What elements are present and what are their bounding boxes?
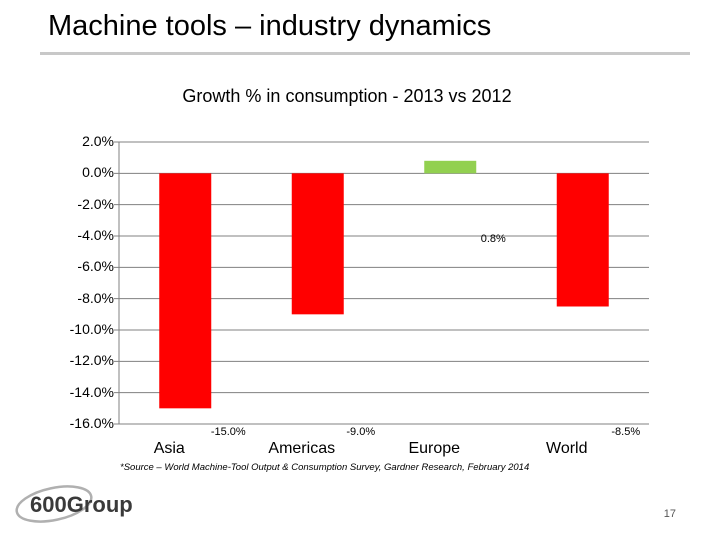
data-label: -9.0% [346, 426, 376, 438]
x-category-label: World [546, 440, 588, 457]
page-number: 17 [663, 508, 676, 520]
x-category-label: Europe [408, 440, 461, 457]
y-tick-label: -12.0% [69, 352, 114, 369]
chart-title: Growth % in consumption - 2013 vs 2012 [182, 86, 512, 106]
slide-title: Machine tools – industry dynamics [48, 10, 492, 42]
y-tick-label: 2.0% [82, 133, 114, 149]
y-tick-label: -4.0% [77, 227, 114, 243]
source-note: *Source – World Machine-Tool Output & Co… [120, 462, 530, 473]
bar-world [556, 173, 609, 307]
y-tick-label: -8.0% [77, 289, 114, 306]
y-tick-label: -10.0% [69, 321, 114, 337]
y-tick-label: -2.0% [77, 195, 114, 212]
bar-europe [424, 160, 477, 174]
x-category-label: Americas [268, 440, 336, 457]
y-tick-label: -14.0% [69, 383, 114, 400]
y-tick-label: 0.0% [82, 164, 114, 181]
y-tick-label: -16.0% [69, 415, 114, 431]
600group-logo: 600Group [15, 485, 132, 523]
bar-asia [159, 173, 212, 409]
bar-americas [291, 173, 344, 315]
data-label: -8.5% [611, 426, 641, 438]
logo-text: 600Group [30, 492, 132, 517]
title-divider [40, 52, 690, 55]
x-category-label: Asia [153, 440, 185, 457]
data-label: 0.8% [480, 233, 506, 245]
data-label: -15.0% [210, 426, 246, 438]
y-tick-label: -6.0% [77, 258, 114, 275]
